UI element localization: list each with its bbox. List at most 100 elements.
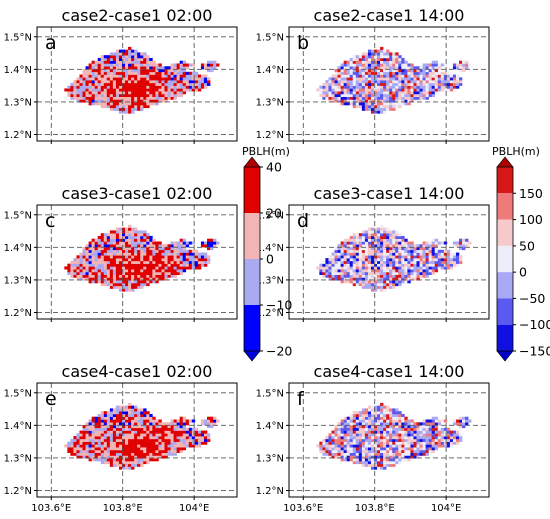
pblh-cell bbox=[134, 49, 138, 53]
pblh-cell bbox=[137, 77, 141, 81]
pblh-cell bbox=[164, 430, 168, 434]
pblh-cell bbox=[73, 91, 77, 95]
pblh-cell bbox=[343, 69, 347, 73]
pblh-cell bbox=[413, 438, 417, 442]
pblh-cell bbox=[91, 88, 95, 92]
pblh-cell bbox=[149, 249, 153, 253]
pblh-cell bbox=[428, 93, 432, 97]
pblh-cell bbox=[100, 425, 105, 429]
pblh-cell bbox=[70, 447, 74, 451]
pblh-cell bbox=[115, 71, 120, 75]
pblh-cell bbox=[410, 260, 414, 264]
pblh-cell bbox=[364, 230, 369, 234]
pblh-cell bbox=[100, 85, 105, 89]
pblh-cell bbox=[377, 260, 381, 264]
pblh-cell bbox=[207, 419, 211, 423]
pblh-cell bbox=[115, 405, 120, 409]
pblh-cell bbox=[125, 247, 129, 251]
pblh-cell bbox=[137, 283, 141, 287]
pblh-cell bbox=[103, 271, 108, 275]
pblh-cell bbox=[355, 280, 360, 284]
pblh-cell bbox=[328, 93, 332, 97]
pblh-cell bbox=[82, 430, 86, 434]
pblh-cell bbox=[137, 63, 141, 67]
pblh-cell bbox=[428, 441, 432, 445]
pblh-cell bbox=[361, 233, 366, 237]
pblh-cell bbox=[106, 455, 111, 459]
pblh-cell bbox=[152, 241, 156, 245]
pblh-cell bbox=[386, 411, 390, 415]
pblh-cell bbox=[352, 447, 357, 451]
pblh-cell bbox=[355, 258, 360, 262]
pblh-cell bbox=[118, 102, 123, 106]
pblh-cell bbox=[158, 436, 162, 440]
pblh-cell bbox=[431, 60, 436, 64]
pblh-cell bbox=[358, 277, 363, 281]
pblh-cell bbox=[115, 66, 120, 70]
pblh-cell bbox=[128, 93, 132, 97]
pblh-cell bbox=[109, 430, 114, 434]
pblh-cell bbox=[346, 438, 351, 442]
pblh-cell bbox=[118, 427, 123, 431]
pblh-cell bbox=[173, 71, 177, 75]
pblh-cell bbox=[367, 230, 372, 234]
pblh-cell bbox=[85, 66, 89, 70]
pblh-cell bbox=[88, 77, 92, 81]
pblh-cell bbox=[128, 66, 132, 70]
pblh-cell bbox=[462, 241, 466, 245]
pblh-cell bbox=[85, 247, 89, 251]
pblh-cell bbox=[434, 249, 439, 253]
pblh-cell bbox=[97, 274, 102, 278]
pblh-cell bbox=[115, 88, 120, 92]
pblh-cell bbox=[392, 260, 396, 264]
pblh-cell bbox=[143, 269, 147, 273]
pblh-cell bbox=[419, 91, 423, 95]
pblh-cell bbox=[173, 252, 177, 256]
pblh-cell bbox=[443, 255, 448, 259]
pblh-cell bbox=[100, 280, 105, 284]
pblh-cell bbox=[358, 441, 363, 445]
pblh-cell bbox=[364, 419, 369, 423]
pblh-cell bbox=[118, 455, 123, 459]
pblh-cell bbox=[122, 266, 126, 270]
pblh-cell bbox=[437, 66, 442, 70]
pblh-cell bbox=[413, 447, 417, 451]
pblh-cell bbox=[419, 269, 423, 273]
pblh-cell bbox=[164, 422, 168, 426]
pblh-cell bbox=[383, 107, 387, 111]
pblh-cell bbox=[207, 436, 211, 440]
pblh-cell bbox=[100, 433, 105, 437]
pblh-cell bbox=[367, 69, 372, 73]
pblh-cell bbox=[88, 85, 92, 89]
pblh-cell bbox=[158, 266, 162, 270]
pblh-cell bbox=[383, 63, 387, 67]
pblh-cell bbox=[337, 430, 341, 434]
pblh-cell bbox=[337, 444, 341, 448]
pblh-cell bbox=[370, 405, 375, 409]
pblh-cell bbox=[413, 441, 417, 445]
pblh-cell bbox=[161, 258, 165, 262]
pblh-cell bbox=[200, 441, 205, 445]
pblh-cell bbox=[115, 52, 120, 56]
pblh-cell bbox=[422, 66, 426, 70]
pblh-cell bbox=[155, 269, 159, 273]
pblh-cell bbox=[115, 458, 120, 462]
pblh-cell bbox=[103, 233, 108, 237]
pblh-cell bbox=[91, 266, 95, 270]
pblh-cell bbox=[125, 49, 129, 53]
pblh-cell bbox=[103, 436, 108, 440]
pblh-cell bbox=[364, 416, 369, 420]
pblh-cell bbox=[97, 60, 102, 64]
pblh-cell bbox=[200, 436, 205, 440]
pblh-cell bbox=[383, 425, 387, 429]
pblh-cell bbox=[128, 88, 132, 92]
pblh-cell bbox=[91, 447, 95, 451]
pblh-cell bbox=[367, 63, 372, 67]
pblh-cell bbox=[349, 93, 354, 97]
pblh-cell bbox=[191, 419, 196, 423]
pblh-cell bbox=[73, 96, 77, 100]
pblh-cell bbox=[392, 55, 396, 59]
pblh-cell bbox=[386, 55, 390, 59]
pblh-cell bbox=[440, 430, 445, 434]
